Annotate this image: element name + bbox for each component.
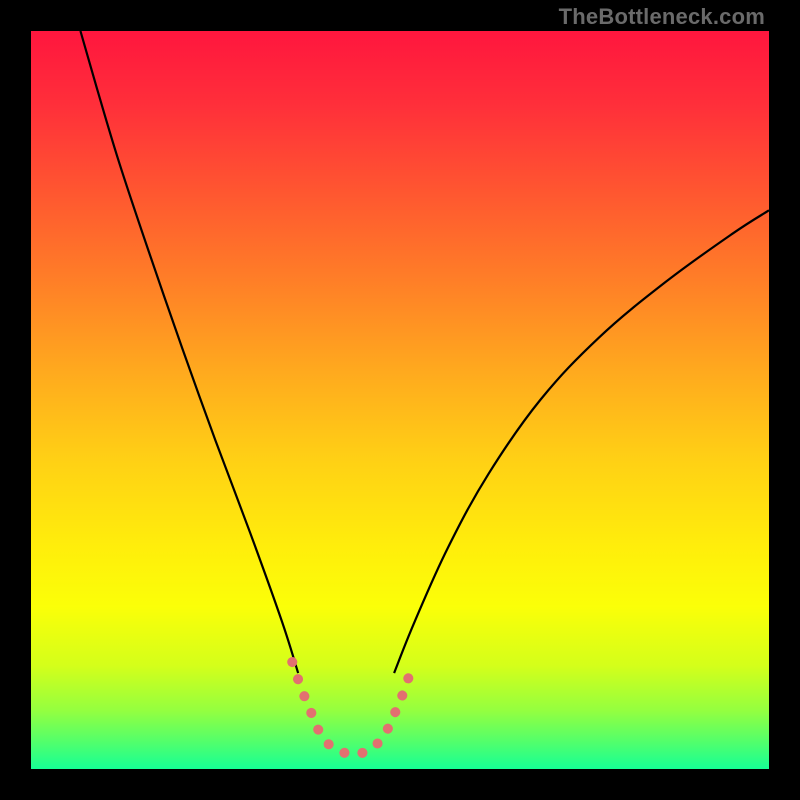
chart-curves — [31, 31, 769, 769]
right-curve — [394, 210, 769, 673]
watermark-text: TheBottleneck.com — [559, 4, 765, 30]
bottom-dotted-u — [292, 662, 413, 754]
plot-area — [31, 31, 769, 769]
left-curve — [80, 31, 298, 673]
